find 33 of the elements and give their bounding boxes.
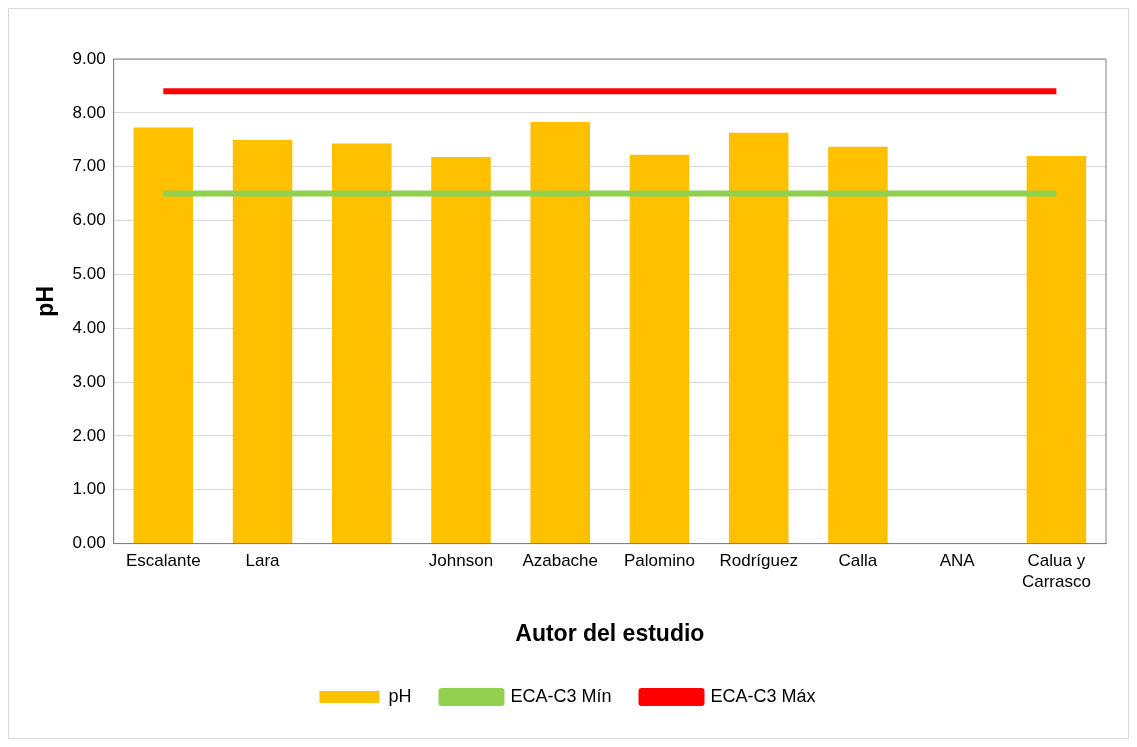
x-tick-label: Palomino: [624, 551, 695, 571]
x-tick-label: Calua y Carrasco: [1021, 551, 1091, 591]
y-tick-label: 4.00: [72, 317, 106, 337]
legend-label: ECA-C3 Máx: [710, 685, 816, 706]
legend-label: ECA-C3 Mín: [510, 685, 612, 706]
x-tick-label: Johnson: [428, 551, 494, 571]
y-tick-label: 8.00: [72, 102, 106, 122]
bar: [629, 154, 690, 544]
y-tick-label: 5.00: [72, 264, 106, 284]
x-axis-title: Autor del estudio: [515, 619, 705, 646]
bar: [530, 122, 590, 544]
bar: [728, 132, 789, 544]
y-axis-title: pH: [32, 285, 59, 317]
x-tick-label: Calla: [838, 551, 878, 571]
bar: [431, 157, 491, 544]
y-tick-label: 0.00: [72, 533, 106, 553]
y-tick-label: 3.00: [72, 371, 106, 391]
y-tick-label: 9.00: [72, 48, 106, 68]
y-tick-label: 6.00: [72, 210, 106, 230]
bar: [332, 143, 392, 544]
bar: [1026, 155, 1087, 544]
legend-label: pH: [388, 685, 412, 706]
x-tick-label: Escalante: [125, 551, 201, 571]
bar: [133, 127, 194, 544]
bar: [232, 139, 293, 544]
x-tick-label: Lara: [245, 551, 281, 571]
bar: [828, 146, 888, 544]
x-tick-label: ANA: [939, 551, 976, 571]
y-tick-label: 2.00: [72, 425, 106, 445]
x-tick-label: Azabache: [522, 551, 599, 571]
y-tick-label: 7.00: [72, 156, 106, 176]
y-tick-label: 1.00: [72, 479, 106, 499]
x-tick-label: Rodríguez: [719, 551, 798, 571]
